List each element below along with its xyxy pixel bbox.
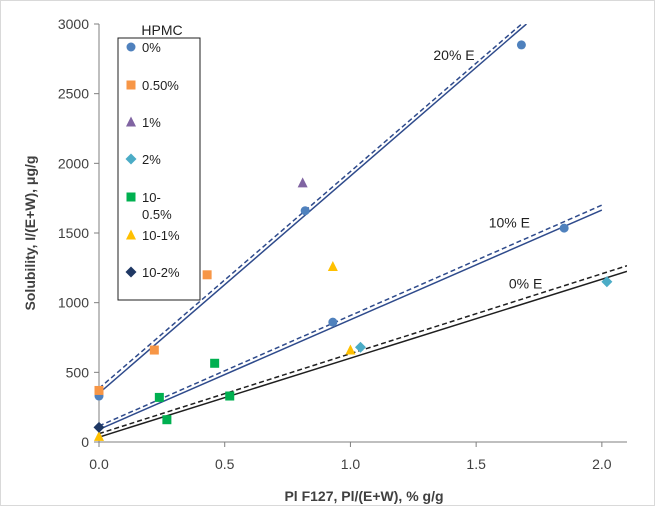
y-tick-label: 0	[81, 434, 89, 450]
data-point-diamond	[354, 341, 366, 353]
data-point-diamond	[601, 276, 613, 288]
data-point-square	[154, 392, 164, 402]
x-tick-label: 0.5	[215, 456, 235, 472]
data-point-triangle	[345, 344, 356, 355]
y-tick-label: 2000	[58, 155, 89, 171]
data-point-square	[225, 391, 235, 401]
legend-marker-triangle	[126, 229, 136, 240]
legend-label: 0.50%	[142, 78, 179, 93]
data-point-triangle	[297, 177, 308, 188]
y-tick-label: 1000	[58, 295, 89, 311]
legend-label: 0%	[142, 40, 161, 55]
legend-marker-square	[126, 80, 136, 90]
data-point-square	[94, 385, 104, 395]
fit-line-solid	[99, 209, 603, 431]
legend-label: 1%	[142, 115, 161, 130]
x-tick-label: 1.5	[466, 456, 486, 472]
legend-marker-diamond	[125, 266, 137, 278]
y-tick-label: 1500	[58, 225, 89, 241]
fit-lines	[99, 24, 627, 438]
x-axis-label: Pl F127, Pl/(E+W), % g/g	[284, 488, 443, 504]
legend-label: 10-2%	[142, 265, 180, 280]
fit-line-dashed	[99, 204, 603, 427]
data-point-circle	[516, 40, 526, 50]
x-tick-label: 1.0	[341, 456, 361, 472]
data-point-triangle	[94, 430, 104, 441]
legend-label: 2%	[142, 152, 161, 167]
legend-items: 0% 0.50% 1% 2% 10-0.5% 10-1% 10-2%	[125, 40, 180, 280]
fit-line-solid	[99, 24, 527, 394]
data-point-square	[202, 270, 212, 280]
x-ticks: 0.0 0.5 1.0 1.5 2.0	[89, 442, 612, 472]
data-point-circle	[300, 206, 310, 216]
fit-annotations: 20% E 10% E 0% E	[433, 47, 542, 292]
x-tick-label: 2.0	[592, 456, 612, 472]
data-point-square	[149, 345, 159, 355]
data-point-diamond	[93, 421, 105, 433]
fit-line-solid	[99, 270, 627, 438]
fit-label: 0% E	[509, 276, 542, 292]
fit-line-dashed	[99, 265, 627, 435]
legend-label: 10-0.5%	[142, 190, 172, 222]
legend-marker-circle	[126, 42, 136, 52]
y-axis-label: Solubility, I/(E+W), μg/g	[22, 156, 38, 311]
data-point-square	[162, 415, 172, 425]
data-point-circle	[559, 223, 569, 233]
fit-label: 10% E	[489, 214, 530, 230]
data-point-square	[210, 358, 220, 368]
data-point-circle	[328, 317, 338, 327]
legend-marker-diamond	[125, 153, 137, 165]
y-tick-label: 3000	[58, 16, 89, 32]
y-ticks: 0 500 1000 1500 2000 2500 3000	[58, 16, 99, 450]
x-tick-label: 0.0	[89, 456, 109, 472]
legend-label: 10-1%	[142, 228, 180, 243]
fit-label: 20% E	[433, 47, 474, 63]
legend-marker-triangle	[126, 116, 136, 127]
data-points	[93, 40, 613, 441]
y-tick-label: 2500	[58, 86, 89, 102]
legend-title: HPMC	[141, 22, 182, 38]
fit-line-dashed	[99, 24, 523, 389]
data-point-triangle	[327, 260, 338, 271]
legend-marker-square	[126, 192, 136, 202]
y-tick-label: 500	[66, 364, 90, 380]
legend: HPMC 0% 0.50% 1% 2% 10-0.5% 10-1% 10-2%	[117, 22, 201, 301]
